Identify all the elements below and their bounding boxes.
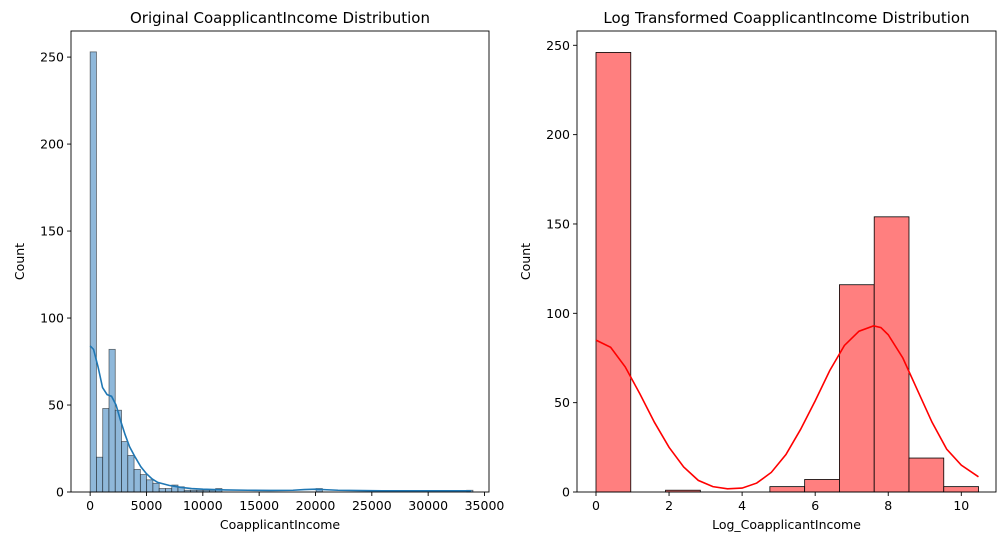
y-tick-label: 50 bbox=[554, 395, 570, 410]
y-tick-label: 200 bbox=[40, 137, 64, 152]
histogram-bar bbox=[908, 457, 945, 493]
y-tick-label: 0 bbox=[56, 485, 64, 500]
histogram-bar bbox=[133, 468, 141, 493]
x-tick-label: 15000 bbox=[239, 498, 279, 513]
x-axis-label: CoapplicantIncome bbox=[220, 517, 341, 532]
histogram-bar bbox=[139, 474, 148, 493]
histogram-bar bbox=[96, 456, 104, 493]
log-bars bbox=[595, 52, 979, 493]
y-tick-label: 0 bbox=[562, 485, 570, 500]
histogram-bar bbox=[89, 51, 97, 493]
x-tick-label: 35000 bbox=[465, 498, 505, 513]
x-tick-label: 25000 bbox=[352, 498, 392, 513]
histogram-bar bbox=[127, 455, 135, 493]
y-tick-label: 250 bbox=[40, 50, 64, 65]
chart-title: Original CoapplicantIncome Distribution bbox=[130, 9, 430, 27]
y-tick-label: 150 bbox=[546, 216, 570, 231]
y-tick-label: 100 bbox=[546, 306, 570, 321]
kde-line bbox=[595, 324, 979, 490]
x-tick-label: 20000 bbox=[296, 498, 336, 513]
x-tick-label: 10000 bbox=[183, 498, 223, 513]
x-tick-label: 4 bbox=[738, 498, 746, 513]
y-tick-label: 100 bbox=[40, 311, 64, 326]
x-tick-label: 30000 bbox=[408, 498, 448, 513]
y-tick-label: 200 bbox=[546, 127, 570, 142]
x-tick-label: 8 bbox=[884, 498, 892, 513]
histogram-bar bbox=[943, 486, 979, 493]
histogram-bar bbox=[165, 488, 173, 493]
histogram-bar bbox=[804, 479, 840, 493]
x-tick-label: 2 bbox=[665, 498, 673, 513]
axes-frame bbox=[576, 30, 997, 493]
original-bars bbox=[89, 51, 474, 493]
y-tick-label: 150 bbox=[40, 224, 64, 239]
histogram-bar bbox=[102, 408, 110, 493]
histogram-bar bbox=[873, 216, 910, 493]
x-tick-label: 5000 bbox=[131, 498, 163, 513]
histogram-bar bbox=[595, 52, 632, 493]
histogram-bar bbox=[121, 441, 129, 493]
y-axis-label: Count bbox=[12, 243, 27, 280]
x-tick-label: 6 bbox=[811, 498, 819, 513]
axes-frame bbox=[70, 30, 490, 493]
y-tick-label: 250 bbox=[546, 38, 570, 53]
histogram-bar bbox=[146, 479, 154, 493]
x-tick-label: 0 bbox=[86, 498, 94, 513]
y-tick-label: 50 bbox=[48, 398, 64, 413]
histogram-bar bbox=[152, 482, 160, 493]
kde-line bbox=[89, 345, 471, 492]
histogram-bar bbox=[769, 486, 806, 493]
histogram-bar bbox=[158, 488, 166, 493]
chart-title: Log Transformed CoapplicantIncome Distri… bbox=[603, 9, 969, 27]
x-tick-label: 0 bbox=[592, 498, 600, 513]
y-axis-label: Count bbox=[518, 243, 533, 280]
histogram-bar bbox=[839, 284, 875, 493]
histogram-bar bbox=[108, 348, 116, 493]
x-tick-label: 10 bbox=[953, 498, 969, 513]
original-axes: 0 5000 10000 15000 20000 25000 30000 35000 0 50 10… bbox=[12, 9, 504, 532]
x-axis-label: Log_CoapplicantIncome bbox=[712, 517, 861, 532]
